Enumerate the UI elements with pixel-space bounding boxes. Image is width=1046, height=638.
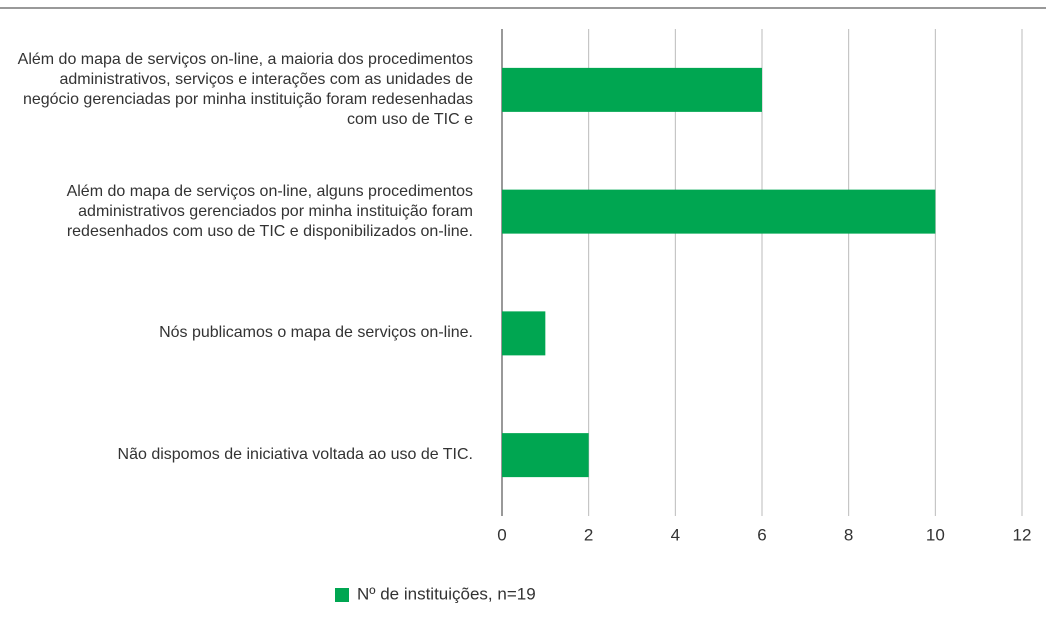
bar xyxy=(502,433,589,478)
x-tick-label: 4 xyxy=(671,525,680,544)
y-tick-label: Além do mapa de serviços on-line, a maio… xyxy=(17,50,473,128)
x-tick-label: 6 xyxy=(757,525,766,544)
legend-swatch xyxy=(335,588,349,602)
x-tick-label: 12 xyxy=(1013,525,1032,544)
x-tick-label: 2 xyxy=(584,525,593,544)
y-tick-label: Nós publicamos o mapa de serviços on-lin… xyxy=(159,324,473,342)
bar xyxy=(502,311,546,356)
x-tick-label: 10 xyxy=(926,525,945,544)
x-tick-label: 0 xyxy=(497,525,506,544)
bar xyxy=(502,67,762,112)
x-tick-label: 8 xyxy=(844,525,853,544)
y-tick-label: Não dispomos de iniciativa voltada ao us… xyxy=(117,446,473,464)
y-tick-label: Além do mapa de serviços on-line, alguns… xyxy=(66,182,473,240)
legend-label: Nº de instituições, n=19 xyxy=(357,584,536,603)
bar xyxy=(502,189,936,234)
